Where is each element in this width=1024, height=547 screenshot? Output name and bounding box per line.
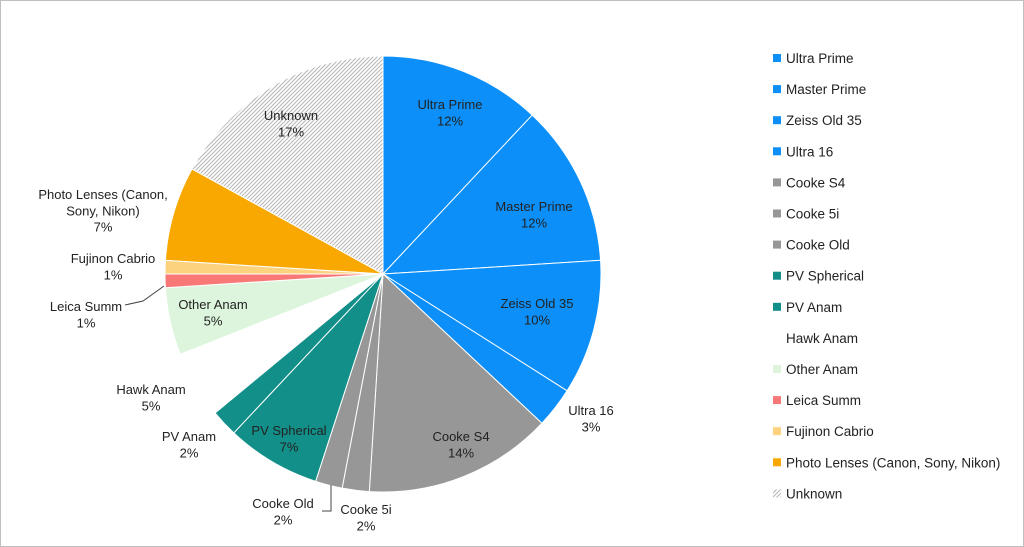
data-label-zeiss-old-35: Zeiss Old 35 10% bbox=[501, 296, 574, 327]
legend-label-unknown: Unknown bbox=[786, 486, 842, 501]
data-label-hawk-anam: Hawk Anam 5% bbox=[116, 382, 185, 413]
legend-swatch-ultra-prime bbox=[773, 54, 781, 62]
legend-swatch-master-prime bbox=[773, 85, 781, 94]
legend-label-hawk-anam: Hawk Anam bbox=[786, 331, 858, 346]
data-label-pv-spherical: PV Spherical 7% bbox=[251, 423, 326, 454]
legend-swatch-ultra-16 bbox=[773, 147, 781, 156]
leader-lines bbox=[124, 285, 332, 512]
legend-label-photo-lenses-canon-sony-nikon: Photo Lenses (Canon, Sony, Nikon) bbox=[786, 455, 1000, 470]
legend-swatch-cooke-s4 bbox=[773, 178, 781, 187]
legend-swatch-zeiss-old-35 bbox=[773, 116, 781, 125]
data-label-photo-lenses-canon-sony-nikon: Photo Lenses (Canon, Sony, Nikon) 7% bbox=[38, 187, 167, 235]
legend-swatch-hawk-anam bbox=[773, 333, 781, 342]
legend-label-ultra-16: Ultra 16 bbox=[786, 144, 833, 159]
legend-swatch-unknown bbox=[773, 489, 781, 498]
legend-swatch-pv-spherical bbox=[773, 271, 781, 280]
pie-slice-cooke-s4 bbox=[368, 272, 543, 493]
legend-label-pv-spherical: PV Spherical bbox=[786, 269, 864, 284]
legend-swatch-photo-lenses-canon-sony-nikon bbox=[773, 458, 781, 467]
data-label-unknown: Unknown 17% bbox=[264, 108, 318, 139]
pie-slices bbox=[164, 55, 602, 493]
legend-swatch-leica-summ bbox=[773, 396, 781, 405]
legend-label-fujinon-cabrio: Fujinon Cabrio bbox=[786, 424, 874, 439]
legend-label-pv-anam: PV Anam bbox=[786, 300, 842, 315]
legend-swatch-fujinon-cabrio bbox=[773, 427, 781, 436]
legend-swatch-cooke-5i bbox=[773, 209, 781, 218]
legend-label-cooke-old: Cooke Old bbox=[786, 238, 850, 253]
pie-slice-zeiss-old-35 bbox=[381, 259, 602, 392]
data-label-ultra-prime: Ultra Prime 12% bbox=[417, 97, 482, 128]
data-label-pv-anam: PV Anam 2% bbox=[162, 429, 216, 460]
data-label-cooke-old: Cooke Old 2% bbox=[252, 496, 313, 527]
legend-label-zeiss-old-35: Zeiss Old 35 bbox=[786, 113, 862, 128]
legend-label-ultra-prime: Ultra Prime bbox=[786, 51, 854, 66]
legend-label-master-prime: Master Prime bbox=[786, 82, 866, 97]
leader-line-leica-summ bbox=[124, 285, 165, 306]
data-label-ultra-16: Ultra 16 3% bbox=[568, 403, 614, 434]
legend-label-other-anam: Other Anam bbox=[786, 362, 858, 377]
data-label-other-anam: Other Anam 5% bbox=[178, 297, 247, 328]
legend-label-cooke-5i: Cooke 5i bbox=[786, 207, 839, 222]
data-label-master-prime: Master Prime 12% bbox=[495, 199, 572, 230]
legend-label-leica-summ: Leica Summ bbox=[786, 393, 861, 408]
data-labels: Ultra Prime 12% Master Prime 12% Zeiss Old 3… bbox=[38, 97, 613, 533]
leader-line-cooke-old bbox=[322, 485, 332, 512]
pie-slice-unknown bbox=[191, 55, 384, 275]
legend-label-cooke-s4: Cooke S4 bbox=[786, 175, 846, 190]
pie-slice-master-prime bbox=[381, 114, 602, 275]
pie-slice-ultra-prime bbox=[382, 55, 533, 276]
legend: Ultra Prime Master Prime Zeiss Old 35 Ultra… bbox=[773, 51, 1000, 501]
legend-swatch-pv-anam bbox=[773, 302, 781, 311]
legend-swatch-other-anam bbox=[773, 365, 781, 373]
data-label-fujinon-cabrio: Fujinon Cabrio 1% bbox=[71, 251, 156, 282]
legend-swatch-cooke-old bbox=[773, 240, 781, 249]
data-label-cooke-s4: Cooke S4 14% bbox=[432, 429, 489, 460]
data-label-leica-summ: Leica Summ 1% bbox=[50, 299, 122, 330]
data-label-cooke-5i: Cooke 5i 2% bbox=[340, 502, 391, 533]
